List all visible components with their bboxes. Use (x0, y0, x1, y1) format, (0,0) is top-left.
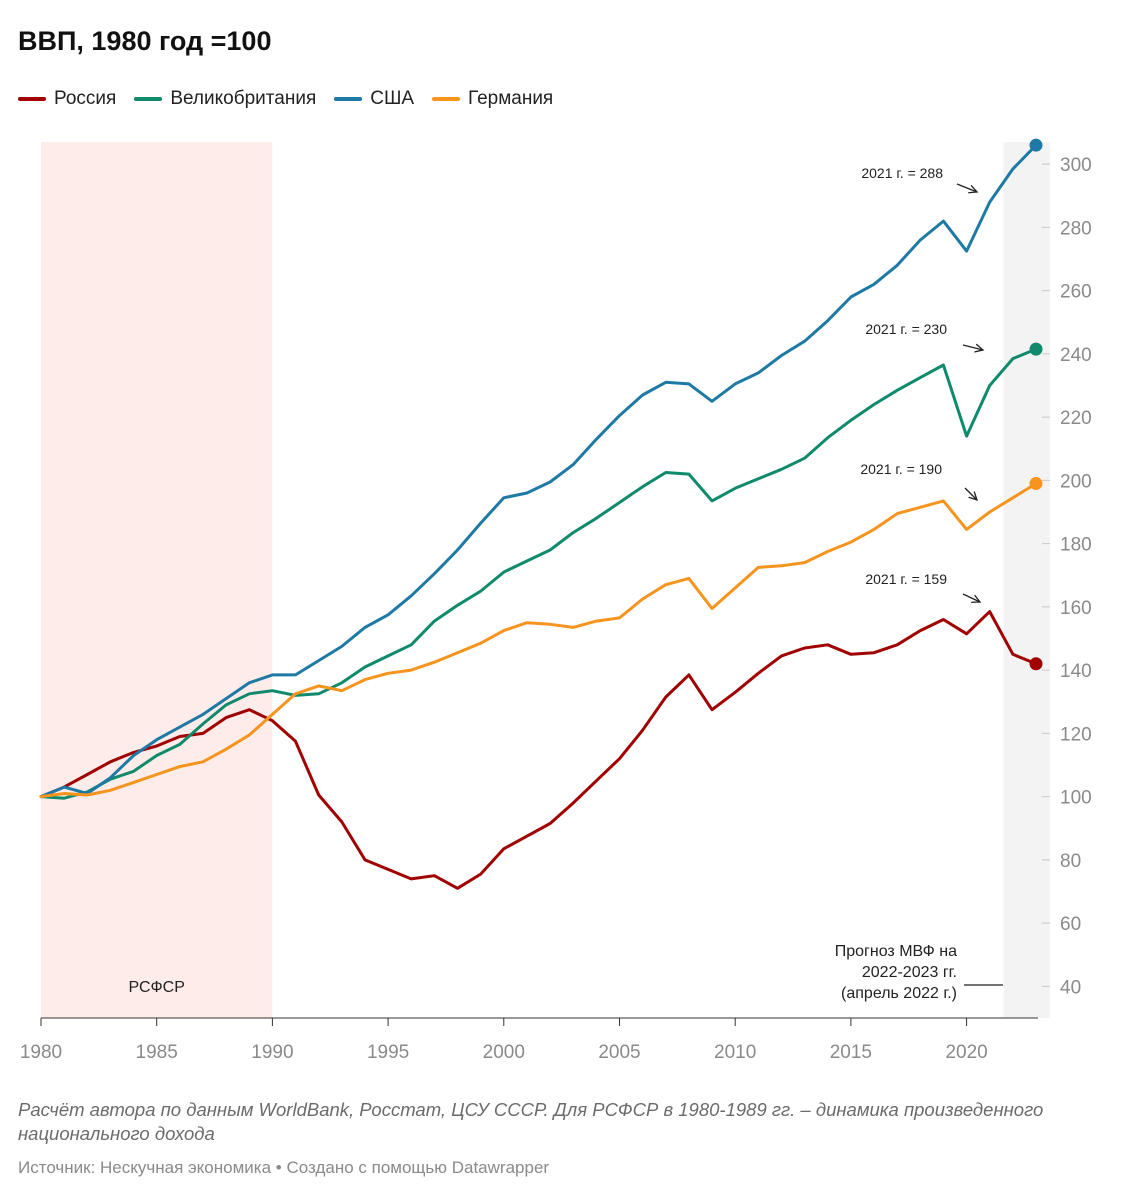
annotation-label: 2021 г. = 288 (861, 165, 943, 181)
series-end-dot-3 (1029, 477, 1043, 491)
series-end-dot-2 (1029, 138, 1043, 152)
rsfsr-region (41, 142, 273, 1018)
y-tick-label: 180 (1060, 535, 1092, 556)
source-separator: • (275, 1158, 282, 1177)
annotation-label: 2021 г. = 230 (865, 321, 947, 337)
y-tick-label: 160 (1060, 598, 1092, 619)
forecast-region (1003, 142, 1050, 1018)
legend-swatch-usa (334, 97, 363, 101)
annotation-arrow (962, 345, 983, 350)
series-line-1 (39, 347, 1038, 800)
legend-swatch-uk (134, 97, 163, 101)
y-tick-label: 200 (1060, 471, 1092, 492)
source-label: Источник: Нескучная экономика (18, 1158, 272, 1177)
y-tick-label: 60 (1060, 914, 1081, 935)
legend-item-usa: США (334, 88, 414, 110)
x-tick-label: 2000 (483, 1042, 525, 1063)
chart-source: Источник: Нескучная экономика • Создано … (18, 1158, 549, 1178)
x-tick-label: 2005 (598, 1042, 640, 1063)
annotation-arrow (964, 487, 977, 500)
forecast-note-line: Прогноз МВФ на (835, 943, 957, 960)
x-tick-label: 1990 (251, 1042, 293, 1063)
series-end-dot-1 (1029, 342, 1043, 356)
y-tick-label: 100 (1060, 788, 1092, 809)
chart-title: ВВП, 1980 год =100 (18, 26, 272, 56)
legend-item-germany: Германия (432, 88, 553, 110)
y-tick-label: 40 (1060, 977, 1081, 998)
annotation-arrow (962, 593, 980, 602)
y-tick-label: 140 (1060, 661, 1092, 682)
rsfsr-label: РСФСР (128, 979, 184, 996)
series-line-2 (39, 143, 1038, 799)
y-tick-label: 300 (1060, 155, 1092, 176)
x-tick-label: 2015 (830, 1042, 872, 1063)
legend-swatch-russia (18, 97, 46, 101)
legend-swatch-germany (432, 97, 461, 101)
series-line-3 (39, 482, 1038, 799)
chart-notes: Расчёт автора по данным WorldBank, Росст… (18, 1099, 1044, 1145)
y-tick-label: 120 (1060, 724, 1092, 745)
y-tick-label: 80 (1060, 851, 1081, 872)
legend-item-uk: Великобритания (134, 88, 316, 110)
forecast-note-line: 2022-2023 гг. (862, 964, 957, 981)
line-chart: РСФСР 40 60 80 100 120 140 160 180 200 220 240 260 28… (20, 138, 1092, 1063)
x-tick-label: 2010 (714, 1042, 756, 1063)
series-end-dot-0 (1029, 657, 1043, 671)
series-line-0 (39, 610, 1038, 890)
x-tick-label: 2020 (945, 1042, 987, 1063)
annotation-label: 2021 г. = 190 (860, 461, 942, 477)
source-credit: Создано с помощью Datawrapper (286, 1158, 550, 1177)
y-tick-label: 220 (1060, 408, 1092, 429)
legend: Россия Великобритания США Германия (18, 88, 553, 110)
y-tick-label: 280 (1060, 218, 1092, 239)
x-tick-label: 1995 (367, 1042, 409, 1063)
x-tick-label: 1985 (136, 1042, 178, 1063)
annotation-label: 2021 г. = 159 (865, 571, 947, 587)
legend-label-germany: Германия (468, 88, 554, 109)
y-tick-label: 240 (1060, 345, 1092, 366)
y-tick-label: 260 (1060, 282, 1092, 303)
legend-label-russia: Россия (54, 88, 117, 109)
x-tick-label: 1980 (20, 1042, 62, 1063)
annotation-arrow (956, 183, 977, 192)
legend-label-usa: США (370, 88, 415, 109)
legend-item-russia: Россия (18, 88, 116, 110)
forecast-note-line: (апрель 2022 г.) (841, 985, 957, 1002)
legend-label-uk: Великобритания (170, 88, 317, 109)
